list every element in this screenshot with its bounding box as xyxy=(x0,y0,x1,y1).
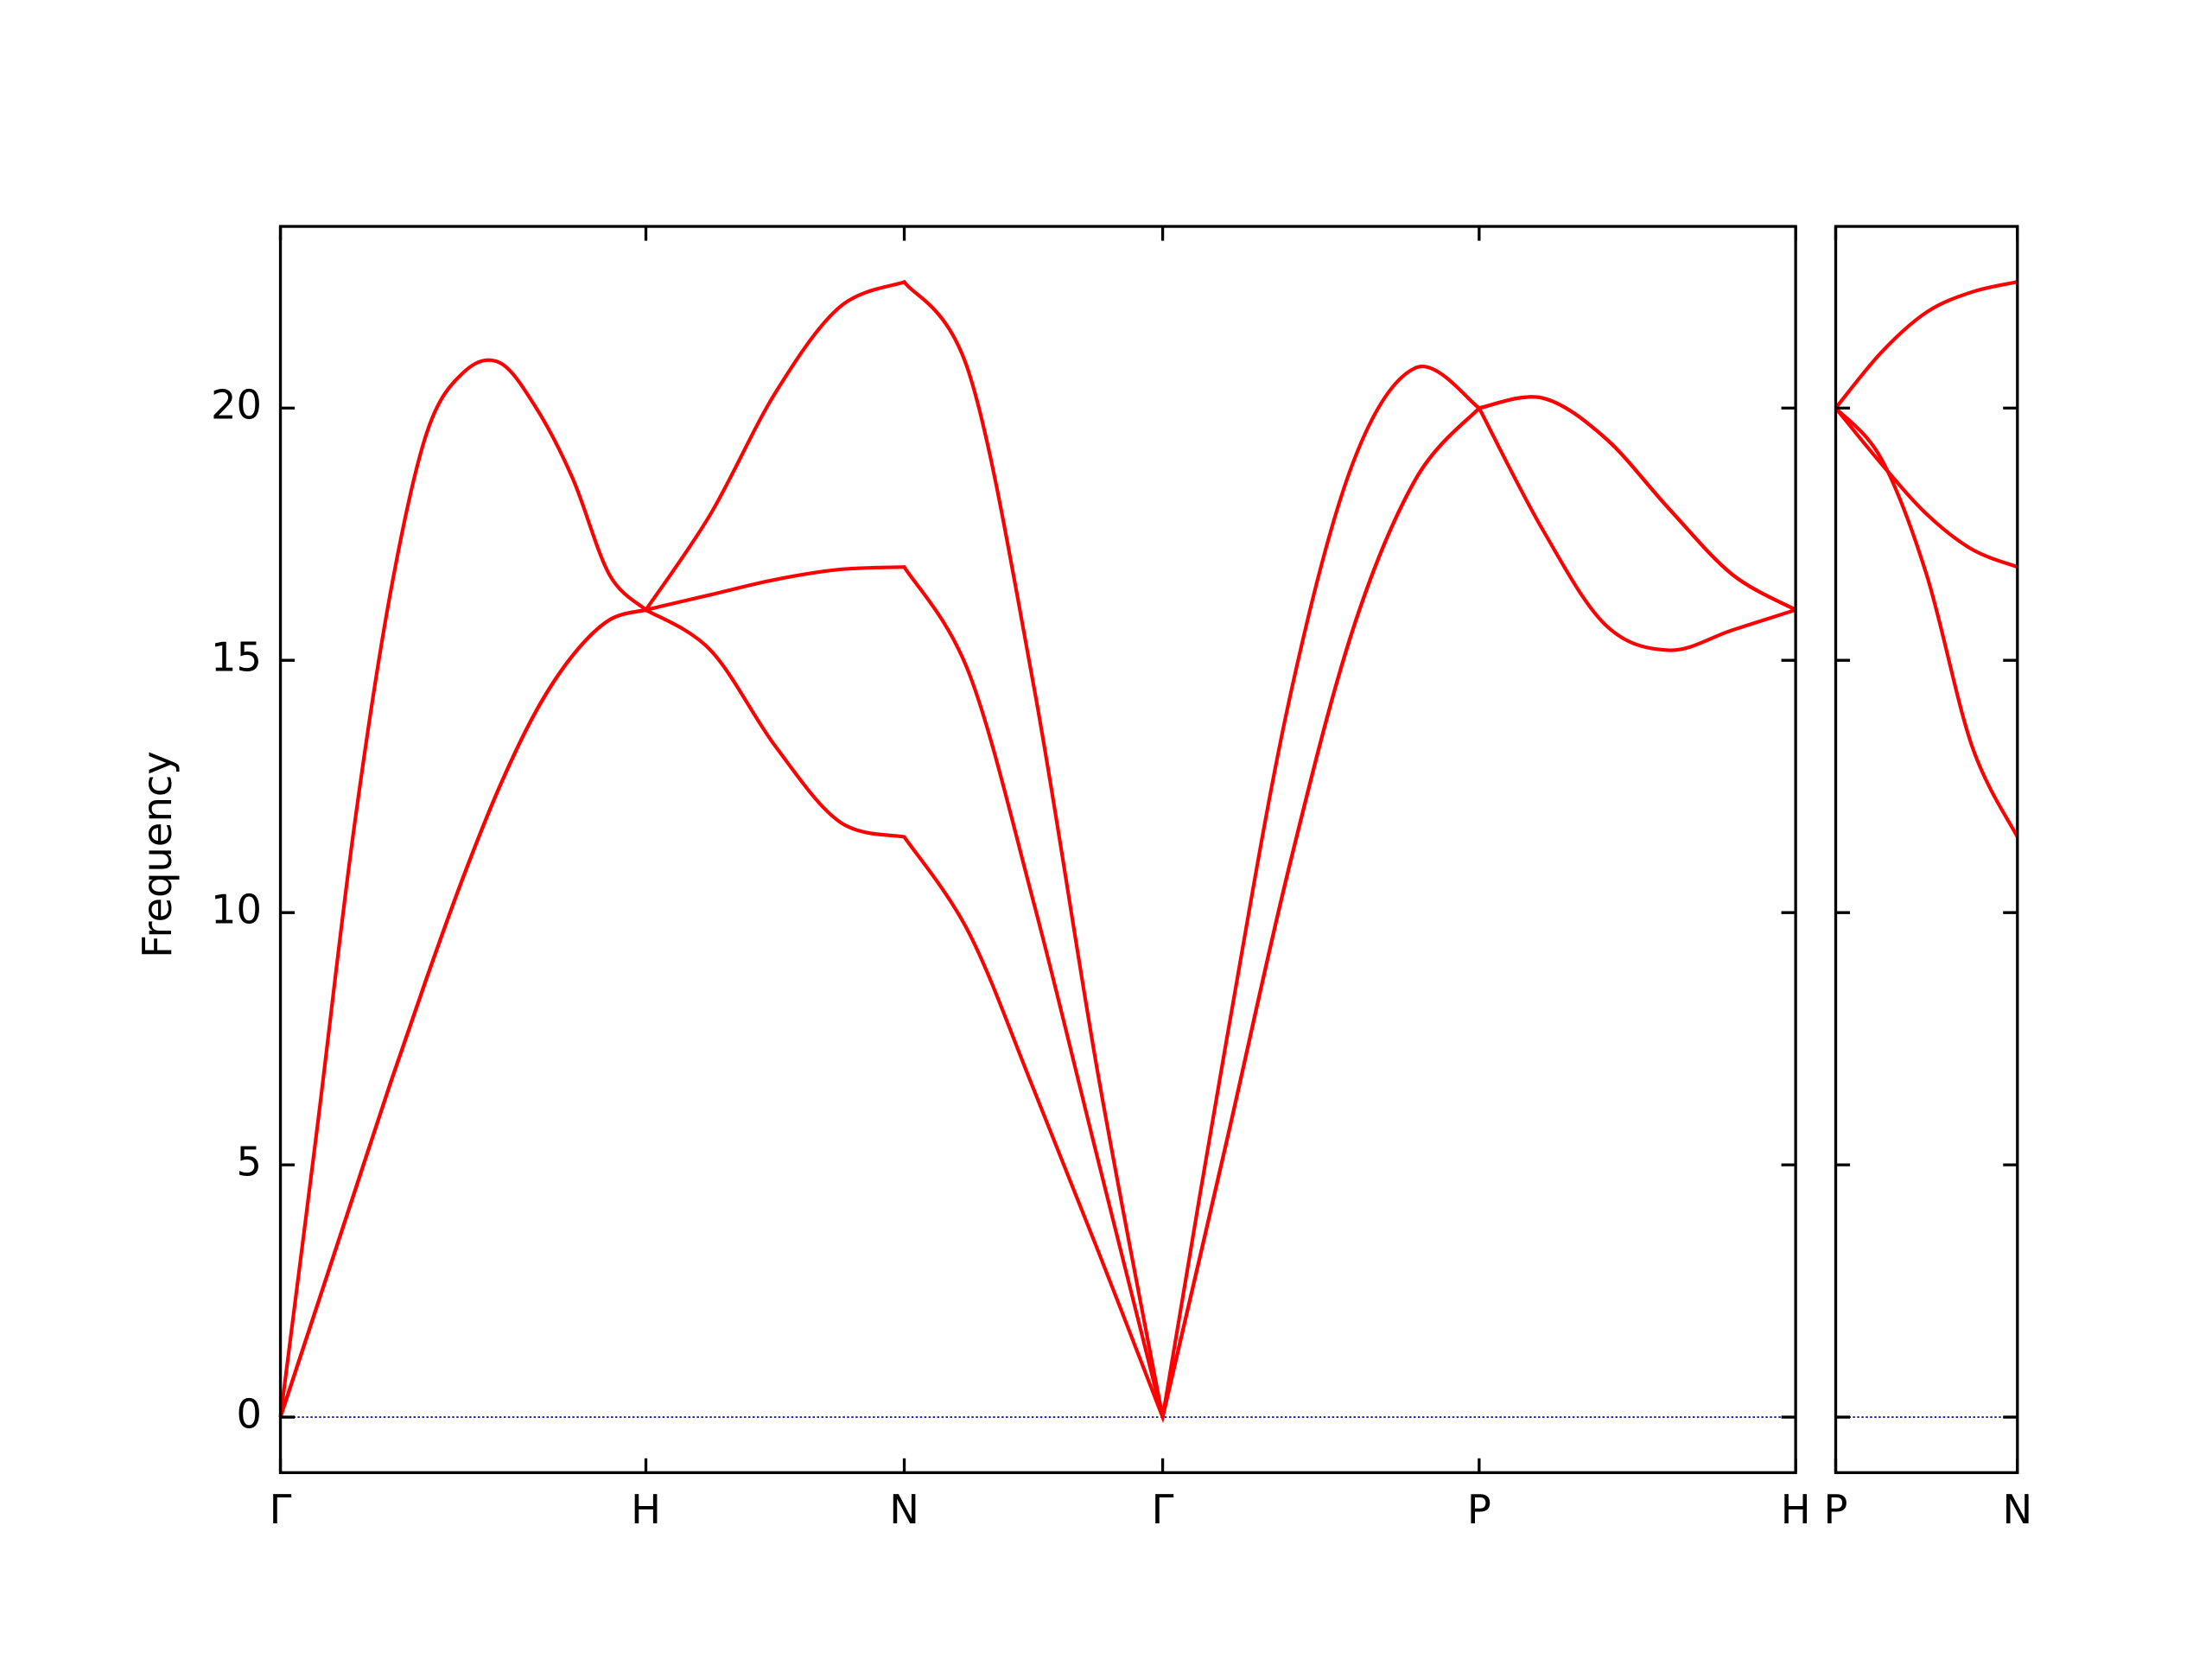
x-tick-label: H xyxy=(1781,1486,1811,1533)
y-tick-label: 5 xyxy=(237,1139,263,1185)
x-tick-label: P xyxy=(1824,1486,1848,1533)
x-tick-label: N xyxy=(889,1486,919,1533)
band-line xyxy=(278,395,1797,1424)
y-tick-label: 10 xyxy=(211,887,262,933)
band-line xyxy=(278,395,1797,1418)
x-tick-label: P xyxy=(1467,1486,1491,1533)
plot-frame xyxy=(1834,225,2019,1474)
y-tick-label: 20 xyxy=(211,382,262,429)
x-tick-label: H xyxy=(631,1486,661,1533)
band-line xyxy=(1834,406,2018,569)
band-line xyxy=(1834,406,2019,838)
x-tick-label: Γ xyxy=(270,1486,292,1533)
plot-frame xyxy=(278,225,1797,1474)
band-line xyxy=(1834,280,2018,410)
band-line xyxy=(278,279,1796,1418)
x-tick-label: N xyxy=(2002,1486,2032,1533)
y-tick-label: 15 xyxy=(211,634,262,681)
x-tick-label: Γ xyxy=(1152,1486,1174,1533)
y-axis-label: Frequency xyxy=(134,751,181,958)
y-tick-label: 0 xyxy=(237,1391,263,1438)
